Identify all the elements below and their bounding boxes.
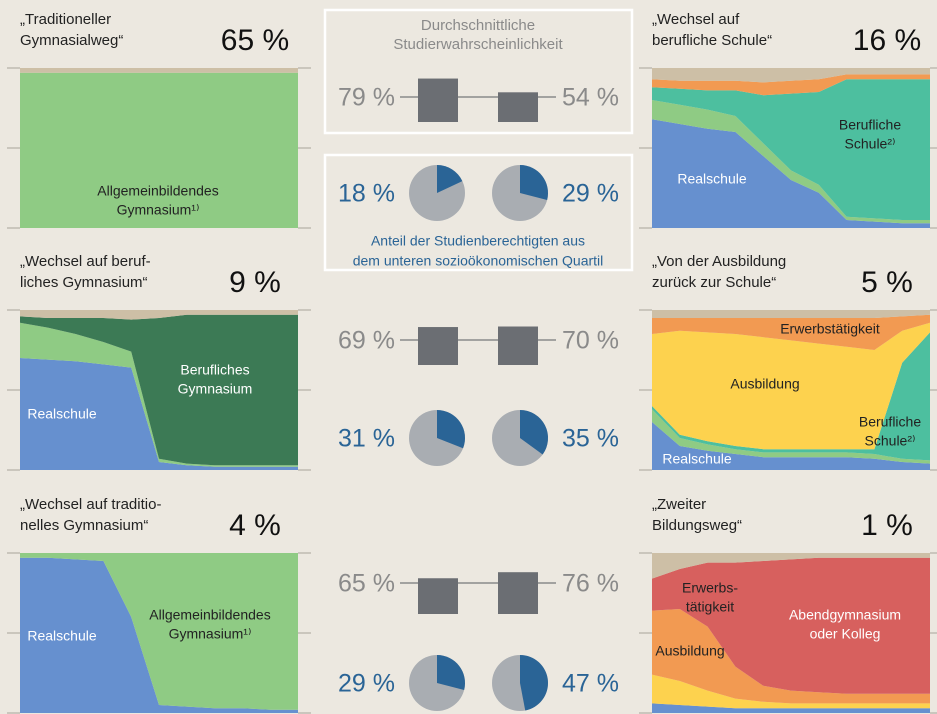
area xyxy=(652,332,930,461)
bar xyxy=(418,327,458,365)
share-label: 4 % xyxy=(229,509,281,542)
value-label: 29 % xyxy=(562,180,619,208)
caption: Anteil der Studienberechtigten aus xyxy=(371,233,585,249)
area xyxy=(20,314,298,466)
area xyxy=(652,310,930,318)
bar-title: Durchschnittliche xyxy=(421,17,535,34)
value-label: 79 % xyxy=(338,84,395,112)
series-label: Berufliches xyxy=(180,362,249,378)
panel-title: Gymnasialweg“ xyxy=(20,32,123,49)
bar xyxy=(418,78,458,122)
value-label: 70 % xyxy=(562,327,619,355)
series-label: Ausbildung xyxy=(730,376,799,392)
area xyxy=(652,674,930,709)
share-label: 16 % xyxy=(853,24,921,57)
box xyxy=(323,8,634,135)
value-label: 69 % xyxy=(338,327,395,355)
panel-title: „Traditioneller xyxy=(20,11,111,28)
panel-title: Bildungsweg“ xyxy=(652,517,742,534)
pie-slice xyxy=(520,165,548,200)
caption: dem unteren sozioökonomischen Quartil xyxy=(353,253,604,269)
pie-slice xyxy=(520,410,548,455)
pie-slice xyxy=(437,655,465,690)
bar-title: Studierwahrscheinlichkeit xyxy=(393,36,563,53)
box xyxy=(323,153,634,272)
area xyxy=(20,310,298,320)
series-label: Gymnasium¹⁾ xyxy=(117,202,200,218)
series-label: Schule²⁾ xyxy=(865,433,916,449)
series-label: Allgemeinbildendes xyxy=(149,607,270,623)
panel-title: „Wechsel auf xyxy=(652,11,740,28)
area xyxy=(20,322,298,467)
area xyxy=(652,609,930,704)
pie-slice xyxy=(437,410,465,449)
series-label: Erwerbstätigkeit xyxy=(780,321,880,337)
value-label: 31 % xyxy=(338,425,395,453)
series-label: Berufliche xyxy=(839,117,901,133)
series-label: Realschule xyxy=(677,171,746,187)
panel-title: „Wechsel auf traditio- xyxy=(20,496,161,513)
area xyxy=(652,74,930,96)
share-label: 1 % xyxy=(861,509,913,542)
bar xyxy=(498,572,538,614)
value-label: 76 % xyxy=(562,570,619,598)
area xyxy=(652,314,930,350)
area xyxy=(652,553,930,579)
series-label: Gymnasium xyxy=(178,381,253,397)
panel-title: zurück zur Schule“ xyxy=(652,274,776,291)
area xyxy=(652,79,930,220)
panel-title: liches Gymnasium“ xyxy=(20,274,148,291)
area xyxy=(20,553,298,710)
panel-title: „Wechsel auf beruf- xyxy=(20,253,151,270)
bar xyxy=(418,578,458,614)
value-label: 54 % xyxy=(562,84,619,112)
series-label: Realschule xyxy=(662,451,731,467)
bar xyxy=(498,326,538,365)
series-label: Erwerbs- xyxy=(682,580,738,596)
value-label: 18 % xyxy=(338,180,395,208)
pie-slice xyxy=(437,165,463,193)
share-label: 5 % xyxy=(861,266,913,299)
series-label: Schule²⁾ xyxy=(845,136,896,152)
pie-slice xyxy=(520,655,548,711)
panel-title: „Zweiter xyxy=(652,496,706,513)
area xyxy=(652,100,930,224)
share-label: 9 % xyxy=(229,266,281,299)
value-label: 65 % xyxy=(338,570,395,598)
series-label: Allgemeinbildendes xyxy=(97,183,218,199)
series-label: oder Kolleg xyxy=(810,626,881,642)
area xyxy=(652,409,930,464)
area xyxy=(20,358,298,470)
area xyxy=(652,557,930,694)
bar xyxy=(498,92,538,122)
value-label: 35 % xyxy=(562,425,619,453)
value-label: 29 % xyxy=(338,670,395,698)
area xyxy=(20,72,298,228)
panel-title: „Von der Ausbildung xyxy=(652,253,786,270)
area xyxy=(652,119,930,228)
area xyxy=(652,68,930,83)
value-label: 47 % xyxy=(562,670,619,698)
area xyxy=(20,557,298,713)
series-label: tätigkeit xyxy=(686,599,734,615)
series-label: Realschule xyxy=(27,406,96,422)
series-label: Gymnasium¹⁾ xyxy=(169,626,252,642)
area xyxy=(20,68,298,73)
area xyxy=(652,322,930,450)
series-label: Ausbildung xyxy=(655,643,724,659)
panel-title: berufliche Schule“ xyxy=(652,32,772,49)
series-label: Realschule xyxy=(27,628,96,644)
share-label: 65 % xyxy=(221,24,289,57)
series-label: Berufliche xyxy=(859,414,921,430)
panel-title: nelles Gymnasium“ xyxy=(20,517,148,534)
series-label: Abendgymnasium xyxy=(789,607,901,623)
